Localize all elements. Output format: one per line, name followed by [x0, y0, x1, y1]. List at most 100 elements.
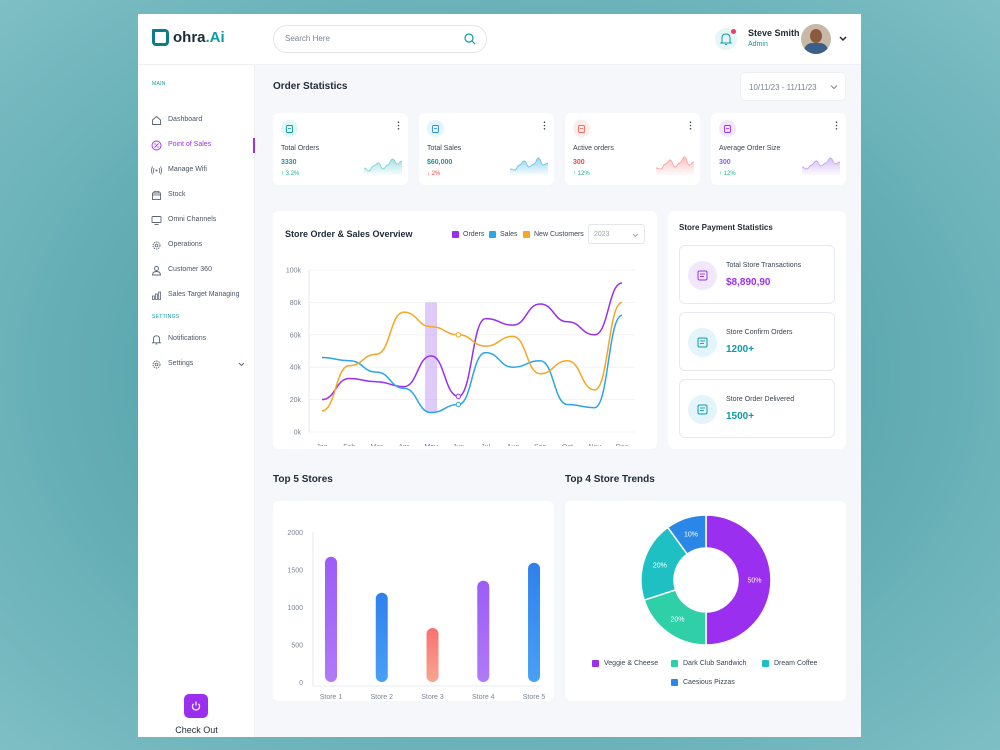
more-options-icon[interactable] — [397, 121, 400, 130]
top-stores-panel — [273, 501, 554, 701]
sidebar-item-label: Manage Wifi — [168, 166, 207, 173]
sidebar-item-notifications[interactable]: Notifications — [138, 329, 255, 349]
document-icon — [697, 404, 708, 415]
sidebar-item-customer-360[interactable]: Customer 360 — [138, 260, 255, 280]
stat-card[interactable]: Active orders 300 ↑ 12% — [565, 113, 700, 185]
legend-swatch — [762, 660, 769, 667]
stat-card[interactable]: Average Order Size 300 ↑ 12% — [711, 113, 846, 185]
stat-card[interactable]: Total Orders 3330 ↑ 3.2% — [273, 113, 408, 185]
payment-label: Store Confirm Orders — [726, 329, 793, 336]
clipboard-icon — [286, 125, 293, 133]
chevron-down-icon — [238, 362, 245, 367]
x-tick-label: Mar — [371, 444, 384, 446]
x-tick-label: Store 4 — [472, 694, 495, 701]
donut-slice-caesious-pizzas[interactable] — [666, 514, 707, 556]
chevron-down-icon[interactable] — [838, 34, 848, 44]
legend-label: Sales — [500, 231, 518, 238]
payment-card[interactable]: Store Order Delivered 1500+ — [679, 379, 835, 438]
data-point-marker[interactable] — [455, 401, 462, 408]
y-tick-label: 1500 — [287, 568, 303, 575]
sidebar-item-stock[interactable]: Stock — [138, 185, 255, 205]
x-tick-label: Jul — [481, 444, 490, 446]
y-tick-label: 0k — [294, 430, 302, 437]
stat-change: ↑ 3.2% — [281, 171, 300, 177]
more-options-icon[interactable] — [835, 121, 838, 130]
stat-card[interactable]: Total Sales $60,000 ↓ 2% — [419, 113, 554, 185]
overview-title: Store Order & Sales Overview — [285, 229, 413, 239]
bar-store-1[interactable] — [325, 556, 337, 682]
date-range-picker[interactable]: 10/11/23 - 11/11/23 — [740, 72, 846, 101]
pie-legend-item[interactable]: Veggie & Cheese — [592, 660, 658, 667]
series-line-sales[interactable] — [321, 314, 623, 414]
sparkline-line — [364, 158, 402, 172]
sidebar-item-label: Point of Sales — [168, 141, 212, 148]
section-label-settings: SETTINGS — [152, 314, 180, 320]
sparkline-line — [510, 157, 548, 171]
series-line-orders[interactable] — [321, 282, 623, 401]
search-icon[interactable] — [464, 33, 476, 45]
payment-card[interactable]: Total Store Transactions $8,890,90 — [679, 245, 835, 304]
data-point-marker[interactable] — [455, 332, 462, 338]
sidebar-item-label: Notifications — [168, 335, 207, 342]
pie-legend-item[interactable]: Dream Coffee — [762, 660, 817, 667]
y-tick-label: 100k — [286, 268, 302, 275]
logo-mark-icon — [152, 29, 169, 46]
sidebar: MAIN Dashboard Point of Sales Manage Wif… — [138, 65, 255, 737]
chart-icon — [697, 270, 708, 281]
bar-store-3[interactable] — [426, 628, 439, 682]
year-select[interactable]: 2023 — [588, 224, 645, 244]
y-tick-label: 80k — [290, 300, 302, 307]
legend-sales[interactable]: Sales — [489, 231, 518, 238]
legend-swatch — [671, 679, 678, 686]
payment-value: 1500+ — [726, 411, 755, 422]
legend-label: Dark Club Sandwich — [683, 660, 747, 667]
search-input[interactable] — [285, 34, 455, 43]
donut-slice-veggie-cheese[interactable] — [705, 514, 772, 646]
home-icon — [152, 115, 161, 125]
stat-title: Total Sales — [427, 145, 462, 152]
bar-store-2[interactable] — [375, 592, 388, 682]
sidebar-item-label: Operations — [168, 241, 203, 248]
checkout-label[interactable]: Check Out — [175, 725, 218, 735]
search-box[interactable] — [273, 25, 487, 53]
pie-legend-item[interactable]: Caesious Pizzas — [671, 679, 735, 686]
sidebar-item-point-of-sales[interactable]: Point of Sales — [138, 135, 255, 155]
payment-card[interactable]: Store Confirm Orders 1200+ — [679, 312, 835, 371]
series-line-new-customers[interactable] — [321, 301, 623, 412]
date-range-value: 10/11/23 - 11/11/23 — [749, 83, 817, 92]
sidebar-item-manage-wifi[interactable]: Manage Wifi — [138, 160, 255, 180]
more-options-icon[interactable] — [543, 121, 546, 130]
x-tick-label: Feb — [343, 444, 355, 446]
bar-store-5[interactable] — [528, 562, 541, 682]
x-tick-label: Dec — [616, 444, 629, 446]
stat-change: ↑ 12% — [573, 171, 590, 177]
clipboard-icon — [432, 125, 439, 133]
sparkline-line — [656, 156, 694, 170]
brand-logo[interactable]: ohra.Ai — [152, 29, 225, 46]
top-stores-bar-chart: 0 500 1000 1500 2000 Store 1 Store 2 Store 3 Sto… — [287, 530, 545, 701]
bar-store-4[interactable] — [477, 580, 490, 682]
legend-swatch — [489, 231, 496, 238]
slice-label: 10% — [684, 531, 698, 538]
more-options-icon[interactable] — [689, 121, 692, 130]
sidebar-item-dashboard[interactable]: Dashboard — [138, 110, 255, 130]
sidebar-item-sales-target[interactable]: Sales Target Managing — [138, 285, 255, 305]
chevron-down-icon — [632, 233, 639, 238]
pie-legend-item[interactable]: Dark Club Sandwich — [671, 660, 746, 667]
user-name: Steve Smith — [748, 28, 800, 38]
overview-panel — [273, 211, 657, 449]
avatar[interactable] — [801, 24, 831, 54]
percent-icon — [151, 140, 162, 151]
chart-icon — [152, 291, 161, 300]
sidebar-item-omni-channels[interactable]: Omni Channels — [138, 210, 255, 230]
data-point-marker[interactable] — [455, 393, 462, 400]
legend-new-customers[interactable]: New Customers — [523, 231, 584, 238]
payment-icon-circle — [688, 395, 717, 424]
checkout-power-button[interactable] — [184, 694, 208, 718]
x-tick-label: Apr — [398, 444, 410, 446]
sidebar-item-settings[interactable]: Settings — [138, 354, 255, 374]
legend-orders[interactable]: Orders — [452, 231, 484, 238]
x-tick-label: Jun — [453, 444, 464, 446]
sidebar-item-operations[interactable]: Operations — [138, 235, 255, 255]
notification-button[interactable] — [715, 28, 737, 50]
